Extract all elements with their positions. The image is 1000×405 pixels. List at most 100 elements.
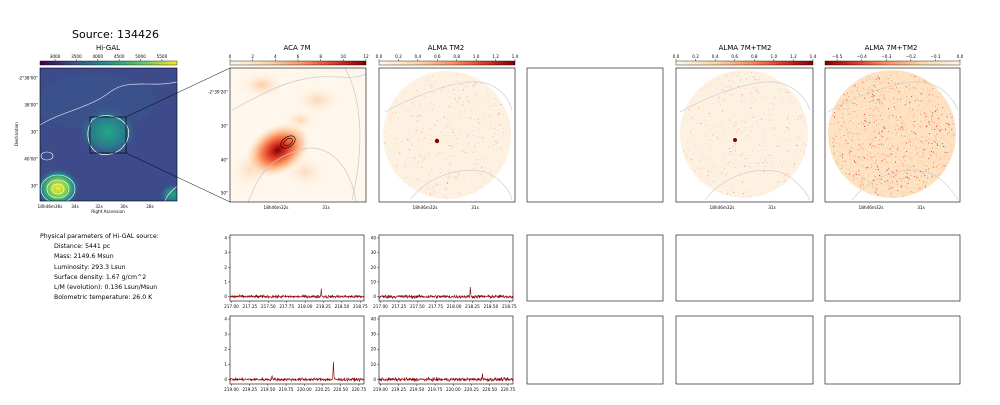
noise-pixel <box>719 142 721 144</box>
noise-pixel <box>451 128 453 130</box>
noise-pixel <box>871 84 873 86</box>
noise-pixel <box>433 106 435 108</box>
noise-pixel <box>449 163 451 165</box>
noise-pixel <box>950 150 952 152</box>
spectrum-ytick-label: 0 <box>224 377 227 382</box>
noise-pixel <box>705 158 707 159</box>
noise-pixel <box>873 171 875 173</box>
noise-pixel <box>464 107 466 109</box>
noise-pixel <box>941 128 943 130</box>
noise-pixel <box>474 84 476 86</box>
noise-pixel <box>683 119 685 121</box>
noise-pixel <box>864 120 866 121</box>
noise-pixel <box>700 123 702 124</box>
noise-pixel <box>935 136 937 138</box>
noise-pixel <box>408 111 410 113</box>
alma-xtick-label: 18h46m32s <box>413 205 438 210</box>
noise-pixel <box>729 154 731 156</box>
noise-pixel <box>741 126 743 127</box>
noise-pixel <box>908 135 910 136</box>
noise-pixel <box>692 127 693 129</box>
noise-pixel <box>860 147 862 149</box>
noise-pixel <box>688 149 689 150</box>
noise-pixel <box>921 110 923 112</box>
noise-pixel <box>906 73 908 74</box>
noise-pixel <box>466 86 468 87</box>
noise-pixel <box>874 137 876 139</box>
noise-pixel <box>907 183 909 184</box>
noise-pixel <box>763 113 765 114</box>
noise-pixel <box>934 100 936 102</box>
noise-pixel <box>906 172 908 174</box>
spectrum-ytick-label: 1 <box>224 362 227 367</box>
noise-pixel <box>735 195 736 197</box>
noise-pixel <box>854 85 856 87</box>
noise-pixel <box>878 118 880 120</box>
noise-pixel <box>737 75 739 77</box>
noise-pixel <box>799 108 801 109</box>
noise-pixel <box>931 94 933 96</box>
noise-pixel <box>395 101 397 103</box>
noise-pixel <box>875 136 876 138</box>
noise-pixel <box>786 116 788 118</box>
noise-pixel <box>725 75 727 77</box>
noise-pixel <box>896 100 897 102</box>
noise-pixel <box>849 137 850 139</box>
noise-pixel <box>839 128 841 130</box>
noise-pixel <box>880 183 882 185</box>
alma-xtick-label: 31s <box>768 205 776 210</box>
noise-pixel <box>889 112 891 114</box>
noise-pixel <box>717 137 718 139</box>
noise-pixel <box>793 155 795 157</box>
spectrum-xtick-label: 218.00 <box>298 304 313 309</box>
panel-title-higal: Hi-GAL <box>95 44 121 52</box>
noise-pixel <box>905 79 906 81</box>
noise-pixel <box>764 165 766 167</box>
noise-pixel <box>925 134 926 136</box>
noise-pixel <box>482 113 484 115</box>
noise-pixel <box>879 115 881 116</box>
noise-pixel <box>482 167 484 169</box>
noise-pixel <box>466 117 467 119</box>
noise-pixel <box>427 187 429 189</box>
noise-pixel <box>834 146 836 148</box>
noise-pixel <box>862 184 864 186</box>
noise-pixel <box>920 120 922 122</box>
noise-pixel <box>404 136 406 138</box>
noise-pixel <box>467 152 468 154</box>
noise-pixel <box>946 116 948 118</box>
noise-pixel <box>855 163 857 165</box>
noise-pixel <box>914 154 916 156</box>
alma-tm2-image <box>379 68 515 202</box>
noise-pixel <box>897 98 899 100</box>
noise-pixel <box>905 177 906 178</box>
spectrum-ytick-label: 1 <box>224 279 227 284</box>
noise-pixel <box>747 72 749 74</box>
noise-pixel <box>901 191 903 193</box>
noise-pixel <box>746 121 748 123</box>
noise-pixel <box>891 188 893 190</box>
noise-pixel <box>849 158 851 160</box>
noise-pixel <box>892 187 894 189</box>
noise-pixel <box>852 181 854 183</box>
noise-pixel <box>768 76 769 78</box>
noise-pixel <box>933 114 935 116</box>
noise-pixel <box>765 180 767 181</box>
noise-pixel <box>879 180 881 182</box>
noise-pixel <box>901 119 903 121</box>
noise-pixel <box>460 150 462 152</box>
noise-pixel <box>501 147 503 149</box>
noise-pixel <box>930 109 932 111</box>
noise-pixel <box>842 113 844 115</box>
noise-pixel <box>428 83 430 85</box>
noise-pixel <box>497 140 498 142</box>
noise-pixel <box>876 191 878 193</box>
noise-pixel <box>899 174 901 176</box>
noise-pixel <box>871 96 873 98</box>
noise-pixel <box>424 182 426 183</box>
noise-pixel <box>425 79 427 81</box>
noise-pixel <box>724 161 726 163</box>
noise-pixel <box>478 128 480 130</box>
noise-pixel <box>903 148 904 150</box>
